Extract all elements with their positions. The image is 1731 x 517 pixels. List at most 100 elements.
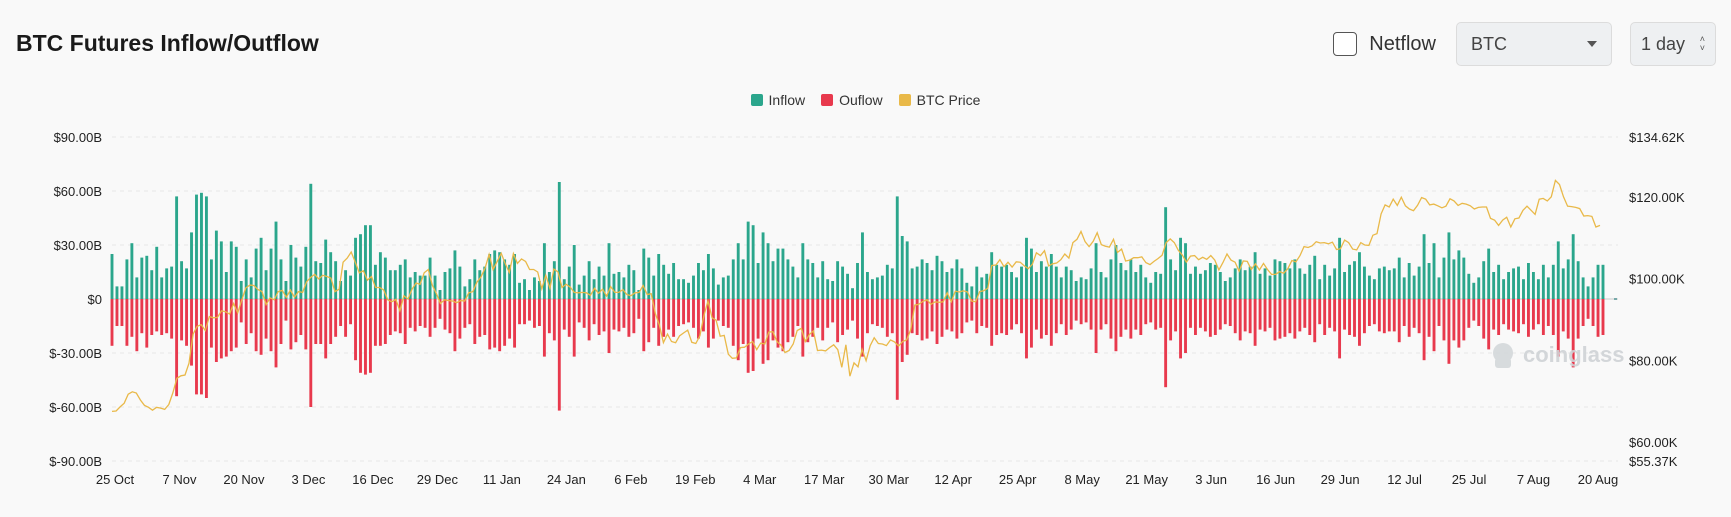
inflow-bar[interactable]: [473, 259, 477, 299]
inflow-bar[interactable]: [1402, 277, 1406, 299]
outflow-bar[interactable]: [1323, 299, 1327, 335]
outflow-bar[interactable]: [249, 299, 253, 334]
inflow-bar[interactable]: [786, 259, 790, 299]
inflow-bar[interactable]: [756, 263, 760, 299]
outflow-bar[interactable]: [1338, 299, 1342, 359]
inflow-bar[interactable]: [463, 286, 467, 299]
inflow-bar[interactable]: [1099, 272, 1103, 299]
inflow-bar[interactable]: [841, 266, 845, 299]
outflow-bar[interactable]: [846, 299, 850, 330]
inflow-bar[interactable]: [1556, 241, 1560, 299]
inflow-bar[interactable]: [1497, 264, 1501, 299]
outflow-bar[interactable]: [806, 299, 810, 343]
inflow-bar[interactable]: [647, 257, 651, 299]
outflow-bar[interactable]: [204, 299, 208, 398]
inflow-bar[interactable]: [264, 270, 268, 299]
inflow-bar[interactable]: [249, 277, 253, 299]
outflow-bar[interactable]: [537, 299, 541, 326]
inflow-bar[interactable]: [1159, 273, 1163, 299]
inflow-bar[interactable]: [433, 275, 437, 299]
inflow-bar[interactable]: [1223, 281, 1227, 299]
coin-select[interactable]: BTC: [1456, 22, 1612, 66]
outflow-bar[interactable]: [234, 299, 238, 348]
inflow-bar[interactable]: [577, 284, 581, 299]
inflow-bar[interactable]: [1328, 275, 1332, 299]
inflow-bar[interactable]: [239, 281, 243, 299]
inflow-bar[interactable]: [309, 183, 313, 299]
outflow-bar[interactable]: [1556, 299, 1560, 357]
inflow-bar[interactable]: [821, 261, 825, 299]
inflow-bar[interactable]: [552, 261, 556, 299]
inflow-bar[interactable]: [1283, 263, 1287, 299]
outflow-bar[interactable]: [1293, 299, 1297, 339]
interval-select[interactable]: 1 day ˄ ˅: [1630, 22, 1716, 66]
outflow-bar[interactable]: [1194, 299, 1197, 335]
outflow-bar[interactable]: [344, 299, 348, 337]
outflow-bar[interactable]: [716, 299, 720, 321]
outflow-bar[interactable]: [209, 299, 213, 348]
inflow-bar[interactable]: [836, 261, 840, 299]
outflow-bar[interactable]: [985, 299, 989, 328]
outflow-bar[interactable]: [547, 299, 551, 334]
inflow-bar[interactable]: [314, 261, 318, 299]
outflow-bar[interactable]: [383, 299, 387, 344]
inflow-bar[interactable]: [304, 246, 308, 299]
outflow-bar[interactable]: [865, 299, 869, 334]
outflow-bar[interactable]: [170, 299, 174, 339]
outflow-bar[interactable]: [364, 299, 367, 375]
inflow-bar[interactable]: [1308, 264, 1312, 299]
outflow-bar[interactable]: [1412, 299, 1416, 328]
inflow-bar[interactable]: [692, 275, 695, 299]
inflow-bar[interactable]: [612, 273, 616, 299]
outflow-bar[interactable]: [1273, 299, 1277, 341]
inflow-bar[interactable]: [1541, 264, 1545, 299]
outflow-bar[interactable]: [1551, 299, 1555, 335]
inflow-bar[interactable]: [831, 281, 835, 299]
inflow-bar[interactable]: [572, 245, 576, 299]
inflow-bar[interactable]: [1243, 270, 1247, 299]
inflow-bar[interactable]: [1198, 273, 1202, 299]
inflow-bar[interactable]: [1492, 272, 1496, 299]
inflow-bar[interactable]: [781, 248, 785, 299]
outflow-bar[interactable]: [214, 299, 218, 362]
outflow-bar[interactable]: [652, 299, 656, 328]
inflow-bar[interactable]: [1462, 257, 1466, 299]
outflow-bar[interactable]: [632, 299, 636, 334]
inflow-bar[interactable]: [677, 279, 681, 299]
inflow-bar[interactable]: [1477, 277, 1481, 299]
inflow-bar[interactable]: [940, 261, 944, 299]
outflow-bar[interactable]: [1010, 299, 1014, 330]
outflow-bar[interactable]: [1079, 299, 1083, 325]
outflow-bar[interactable]: [1303, 299, 1307, 328]
inflow-bar[interactable]: [1437, 277, 1441, 299]
inflow-bar[interactable]: [816, 277, 820, 299]
inflow-bar[interactable]: [443, 272, 447, 299]
outflow-bar[interactable]: [1084, 299, 1088, 323]
outflow-bar[interactable]: [1288, 299, 1292, 334]
inflow-bar[interactable]: [373, 264, 377, 299]
outflow-bar[interactable]: [1477, 299, 1481, 326]
outflow-bar[interactable]: [1541, 299, 1545, 335]
inflow-bar[interactable]: [697, 263, 700, 299]
inflow-bar[interactable]: [652, 275, 656, 299]
inflow-bar[interactable]: [726, 275, 730, 299]
inflow-bar[interactable]: [1149, 282, 1153, 299]
outflow-bar[interactable]: [1442, 299, 1446, 341]
outflow-bar[interactable]: [925, 299, 929, 339]
outflow-bar[interactable]: [1402, 299, 1406, 326]
outflow-bar[interactable]: [1030, 299, 1033, 348]
outflow-bar[interactable]: [1333, 299, 1337, 332]
outflow-bar[interactable]: [1353, 299, 1356, 337]
inflow-bar[interactable]: [687, 282, 690, 299]
inflow-bar[interactable]: [627, 264, 631, 299]
inflow-bar[interactable]: [1025, 237, 1028, 299]
outflow-bar[interactable]: [1397, 299, 1401, 343]
outflow-bar[interactable]: [130, 299, 134, 337]
inflow-bar[interactable]: [125, 259, 129, 299]
inflow-bar[interactable]: [960, 268, 964, 299]
inflow-bar[interactable]: [1417, 266, 1421, 299]
inflow-bar[interactable]: [349, 275, 353, 299]
inflow-bar[interactable]: [1507, 272, 1511, 299]
outflow-bar[interactable]: [1422, 299, 1426, 361]
outflow-bar[interactable]: [518, 299, 521, 325]
